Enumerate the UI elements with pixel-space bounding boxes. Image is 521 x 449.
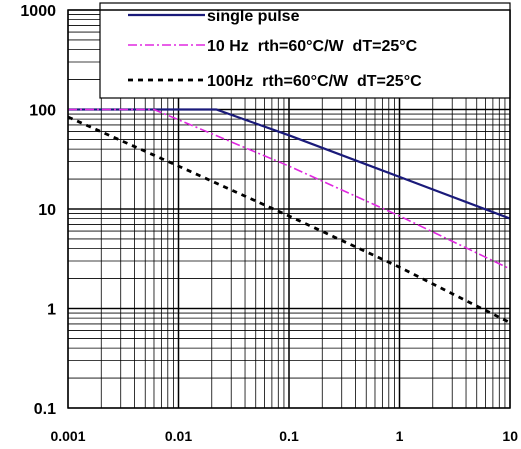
legend-label-1: single pulse xyxy=(207,8,300,25)
y-tick-label: 1 xyxy=(47,302,56,319)
y-axis-labels: 1000 100 10 1 0.1 xyxy=(20,3,56,418)
legend: single pulse 10 Hz rth=60°C/W dT=25°C 100H… xyxy=(99,2,511,99)
y-tick-label: 0.1 xyxy=(34,401,56,418)
plot-frame xyxy=(67,9,511,409)
x-axis-labels: 0.001 0.01 0.1 1 10 xyxy=(50,428,518,444)
x-tick-label: 1 xyxy=(396,428,404,444)
series-line-2 xyxy=(68,108,511,270)
x-tick-label: 10 xyxy=(502,428,518,444)
y-tick-label: 1000 xyxy=(20,3,56,20)
legend-label-2: 10 Hz rth=60°C/W dT=25°C xyxy=(207,38,418,55)
x-tick-label: 0.001 xyxy=(50,428,85,444)
series-layer xyxy=(67,108,511,324)
legend-label-3: 100Hz rth=60°C/W dT=25°C xyxy=(207,73,422,90)
series-line-3 xyxy=(67,115,511,324)
legend-box xyxy=(99,2,511,99)
series-line-1 xyxy=(68,108,511,220)
y-tick-label: 10 xyxy=(38,202,56,219)
x-tick-label: 0.01 xyxy=(165,428,192,444)
y-tick-label: 100 xyxy=(29,103,56,120)
plot-border xyxy=(67,9,511,409)
x-tick-label: 0.1 xyxy=(279,428,299,444)
